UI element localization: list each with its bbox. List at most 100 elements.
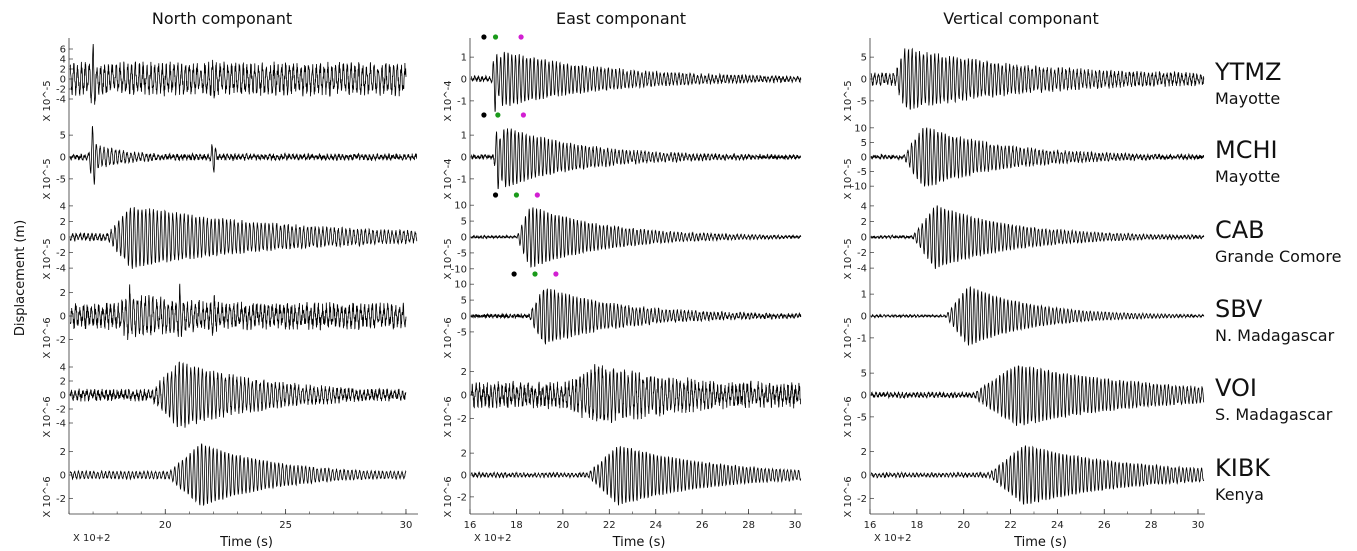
y-scale-label: X 10^-6 (843, 476, 854, 517)
y-tick-label: 0 (461, 471, 467, 482)
station-location: Mayotte (1215, 167, 1280, 186)
y-tick-label: 0 (861, 312, 867, 323)
trace-mchi: 1 0 -1X 10^-4 (443, 112, 802, 200)
waveform-voi (69, 361, 407, 428)
x-tick-label: 18 (510, 520, 523, 531)
x-tick-label: 26 (696, 520, 709, 531)
y-tick-label: 2 (461, 367, 467, 378)
waveform-ytmz (69, 43, 407, 105)
y-tick-label: 5 (60, 131, 66, 142)
station-code: KIBK (1215, 454, 1271, 482)
y-axis-label: Displacement (m) (13, 220, 28, 336)
y-scale-label: X 10^-5 (843, 317, 854, 358)
y-tick-label: 0 (861, 471, 867, 482)
station-location: N. Madagascar (1215, 326, 1335, 345)
y-tick-label: 10 (454, 201, 467, 212)
x-multiplier: X 10+2 (73, 533, 111, 544)
station-location: Kenya (1215, 485, 1264, 504)
phase-marker (553, 271, 559, 277)
y-tick-label: -2 (56, 494, 66, 505)
station-code: VOI (1215, 374, 1257, 402)
trace-cab: 10 5 0 -5 -10X 10^-5 (443, 192, 802, 280)
y-tick-label: 5 (861, 138, 867, 149)
waveform-mchi (470, 128, 802, 190)
y-tick-label: 0 (861, 153, 867, 164)
station-code: SBV (1215, 295, 1263, 323)
phase-marker (518, 34, 524, 40)
y-tick-label: 0 (461, 153, 467, 164)
x-tick-label: 16 (864, 520, 877, 531)
y-tick-label: -2 (56, 248, 66, 259)
y-scale-label: X 10^-5 (443, 238, 454, 279)
y-tick-label: 5 (461, 217, 467, 228)
y-tick-label: -2 (56, 335, 66, 346)
station-code: MCHI (1215, 136, 1278, 164)
y-tick-label: 0 (461, 391, 467, 402)
trace-cab: 4 2 0 -2 -4X 10^-5 (42, 201, 418, 280)
y-tick-label: 10 (854, 123, 867, 134)
x-tick-label: 30 (1192, 520, 1205, 531)
y-tick-label: 4 (60, 55, 66, 66)
y-scale-label: X 10^-6 (843, 396, 854, 437)
x-tick-label: 22 (603, 520, 616, 531)
trace-voi: 5 0 -5X 10^-6 (843, 365, 1205, 438)
y-tick-label: -4 (56, 264, 66, 275)
waveform-mchi (69, 126, 418, 185)
y-scale-label: X 10^-4 (443, 158, 454, 199)
y-tick-label: -5 (457, 248, 467, 259)
trace-voi: 2 0 -2X 10^-6 (443, 364, 802, 438)
x-tick-label: 24 (649, 520, 662, 531)
y-tick-label: -2 (457, 414, 467, 425)
waveform-cab (69, 207, 418, 269)
y-tick-label: -5 (857, 412, 867, 423)
y-tick-label: -5 (857, 167, 867, 178)
y-tick-label: -2 (457, 492, 467, 503)
y-tick-label: -4 (857, 264, 867, 275)
waveform-sbv (870, 286, 1205, 346)
trace-sbv: 2 0 -2X 10^-6 (42, 283, 407, 359)
x-tick-label: 28 (1145, 520, 1158, 531)
y-tick-label: 0 (60, 233, 66, 244)
y-tick-label: -2 (56, 85, 66, 96)
phase-marker (520, 112, 526, 118)
trace-ytmz: 5 0 -5X 10^-5 (843, 47, 1205, 122)
y-tick-label: 4 (861, 201, 867, 212)
y-tick-label: 0 (60, 153, 66, 164)
y-tick-label: 2 (461, 449, 467, 460)
y-tick-label: -2 (857, 248, 867, 259)
trace-kibk: 2 0 -2X 10^-6 (42, 443, 407, 518)
phase-marker (513, 192, 520, 198)
trace-mchi: 5 0 -5X 10^-5 (42, 126, 418, 200)
y-tick-label: -4 (56, 419, 66, 430)
x-tick-label: 25 (279, 520, 292, 531)
panel-title: East componant (556, 9, 686, 28)
y-tick-label: 2 (60, 217, 66, 228)
y-tick-label: -1 (857, 333, 867, 344)
y-tick-label: -5 (457, 327, 467, 338)
y-tick-label: 0 (461, 312, 467, 323)
waveform-sbv (69, 283, 407, 341)
station-location: Grande Comore (1215, 247, 1341, 266)
y-scale-label: X 10^-6 (443, 476, 454, 517)
waveform-cab (470, 207, 802, 268)
panel-title: North componant (152, 9, 292, 28)
station-location: S. Madagascar (1215, 405, 1333, 424)
x-axis-label: Time (s) (612, 535, 666, 550)
y-scale-label: X 10^-5 (42, 238, 53, 279)
x-tick-label: 16 (464, 520, 477, 531)
panel-title: Vertical componant (943, 9, 1098, 28)
y-tick-label: 0 (861, 75, 867, 86)
phase-marker (481, 34, 487, 40)
trace-kibk: 2 0 -2X 10^-6 (843, 445, 1205, 518)
waveform-voi (870, 365, 1205, 426)
y-tick-label: -1 (457, 174, 467, 185)
x-tick-label: 30 (400, 520, 413, 531)
y-tick-label: 5 (861, 369, 867, 380)
trace-sbv: 1 0 -1X 10^-5 (843, 286, 1205, 359)
y-tick-label: 2 (861, 217, 867, 228)
y-tick-label: 2 (861, 447, 867, 458)
